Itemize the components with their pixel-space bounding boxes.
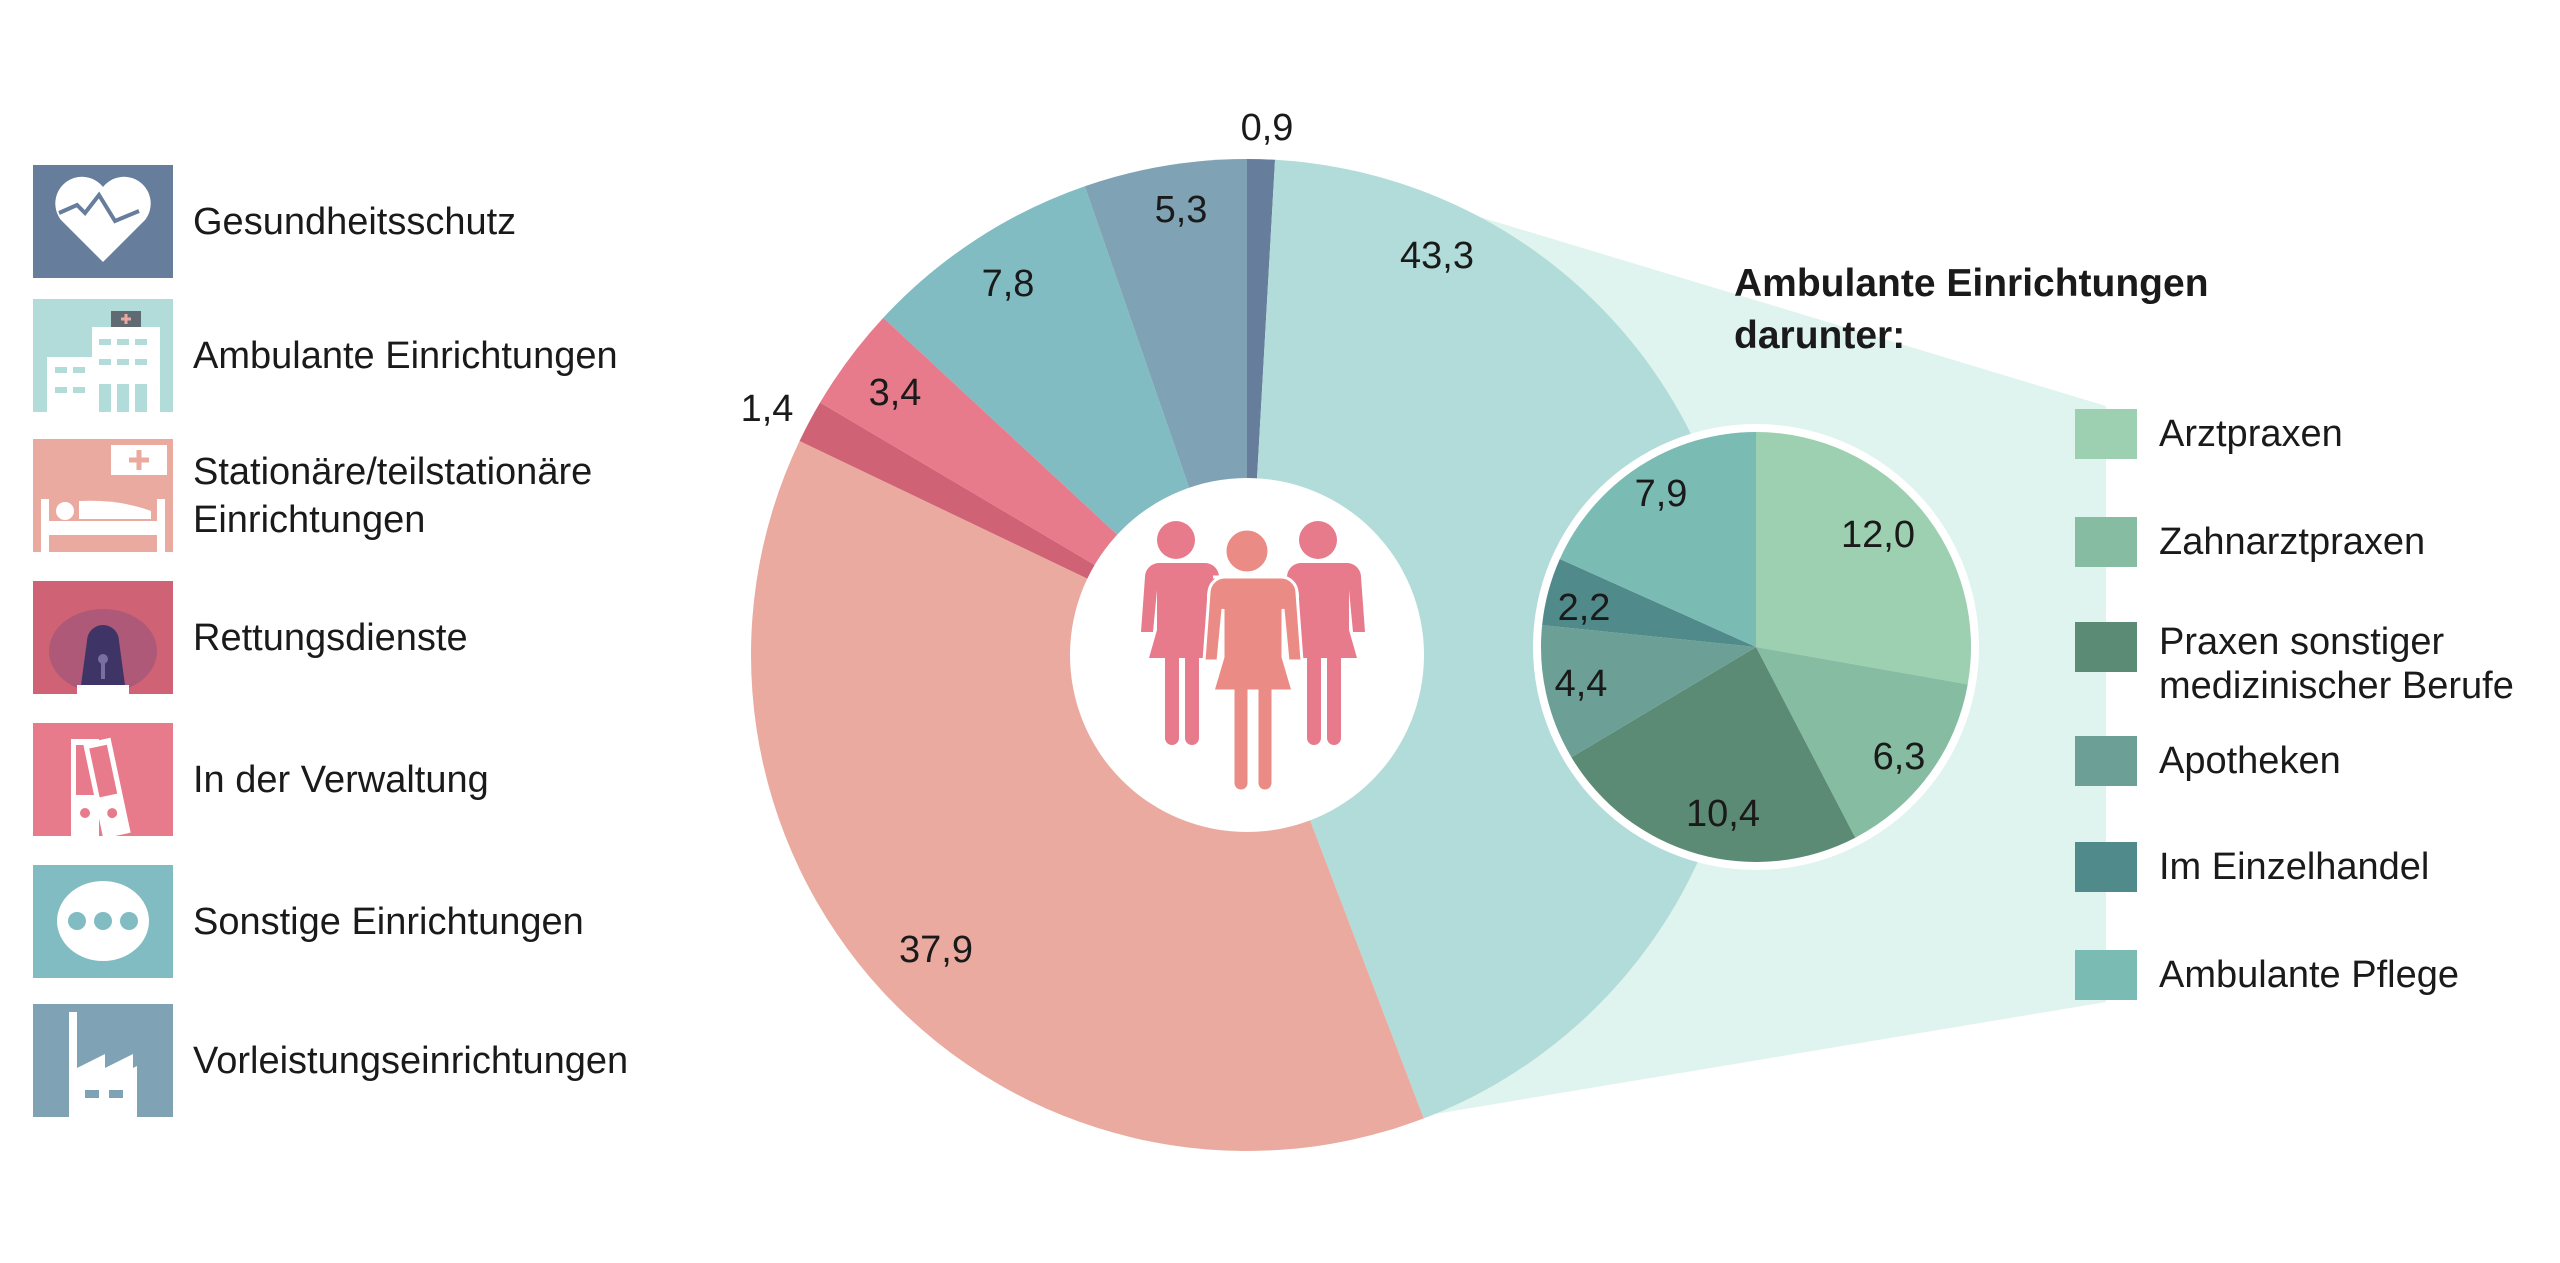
legend-swatch [2075, 409, 2137, 459]
legend-label: Sonstige Einrichtungen [193, 900, 584, 943]
slice-value-label: 5,3 [1155, 189, 1208, 231]
slice-value-label: 4,4 [1555, 663, 1608, 705]
legend-label: Gesundheitsschutz [193, 200, 517, 243]
legend-label: Praxen sonstiger medizinischer Berufe [2159, 621, 2514, 707]
ellipsis-icon [33, 865, 173, 978]
legend-label: Im Einzelhandel [2159, 846, 2430, 888]
pie-slice [1756, 647, 1968, 838]
sub-chart-title: Ambulante Einrichtungen darunter: [1734, 258, 2209, 362]
sub-title-line: Ambulante Einrichtungen [1734, 262, 2209, 305]
legend-swatch [2075, 517, 2137, 567]
legend-item-vorleistung: Vorleistungseinrichtungen [33, 1004, 673, 1117]
factory-icon [33, 1004, 173, 1117]
legend-swatch [2075, 736, 2137, 786]
siren-icon [33, 581, 173, 694]
slice-value-label: 10,4 [1686, 793, 1760, 835]
slice-value-label: 2,2 [1558, 587, 1611, 629]
legend-label: Stationäre/teilstationäre Einrichtungen [193, 450, 593, 541]
legend-item-gesundheitsschutz: Gesundheitsschutz [33, 165, 673, 278]
legend-swatch [2075, 950, 2137, 1000]
slice-value-label: 7,9 [1635, 473, 1688, 515]
slice-value-label: 1,4 [741, 388, 794, 430]
sub-legend-item: Im Einzelhandel [2075, 842, 2429, 892]
sub-legend-item: Ambulante Pflege [2075, 950, 2459, 1000]
people-icon [1141, 521, 1365, 793]
legend-label: Vorleistungseinrichtungen [193, 1039, 629, 1082]
legend-label: Ambulante Pflege [2159, 954, 2459, 996]
legend-item-ambulante: Ambulante Einrichtungen [33, 299, 673, 412]
slice-value-label: 0,9 [1241, 107, 1294, 149]
pie-slice [1541, 625, 1756, 758]
sub-pie [1541, 432, 1972, 863]
slice-value-label: 7,8 [982, 263, 1035, 305]
sub-legend-item: Arztpraxen [2075, 409, 2343, 459]
legend-swatch [2075, 842, 2137, 892]
pie-slice [1756, 432, 1972, 685]
pie-slice [1542, 558, 1756, 647]
sub-legend-item: Apotheken [2075, 736, 2341, 786]
pie-slice [1571, 647, 1856, 863]
legend-swatch [2075, 622, 2137, 672]
legend-label: Arztpraxen [2159, 413, 2343, 455]
slice-value-label: 3,4 [869, 372, 922, 414]
clinic-building-icon [33, 299, 173, 412]
legend-item-verwaltung: In der Verwaltung [33, 723, 673, 836]
hospital-bed-icon [33, 439, 173, 552]
pie-slice [751, 440, 1424, 1151]
pie-slice [1247, 159, 1743, 1119]
legend-label: Ambulante Einrichtungen [193, 334, 618, 377]
legend-item-stationaer: Stationäre/teilstationäre Einrichtungen [33, 439, 673, 552]
slice-value-label: 12,0 [1841, 514, 1915, 556]
slice-value-label: 43,3 [1400, 235, 1474, 277]
legend-item-rettungsdienste: Rettungsdienste [33, 581, 673, 694]
pie-slice [1559, 432, 1756, 647]
legend-label: In der Verwaltung [193, 758, 489, 801]
heart-pulse-icon [33, 165, 173, 278]
binders-icon [33, 723, 173, 836]
sub-subtitle-line: darunter: [1734, 314, 1906, 357]
legend-label: Apotheken [2159, 740, 2341, 782]
sub-legend-item: Praxen sonstiger medizinischer Berufe [2075, 621, 2554, 708]
legend-item-sonstige: Sonstige Einrichtungen [33, 865, 673, 978]
slice-value-label: 6,3 [1873, 736, 1926, 778]
legend-label: Rettungsdienste [193, 616, 468, 659]
legend-label: Zahnarztpraxen [2159, 521, 2426, 563]
sub-legend-item: Zahnarztpraxen [2075, 517, 2425, 567]
slice-value-label: 37,9 [899, 929, 973, 971]
